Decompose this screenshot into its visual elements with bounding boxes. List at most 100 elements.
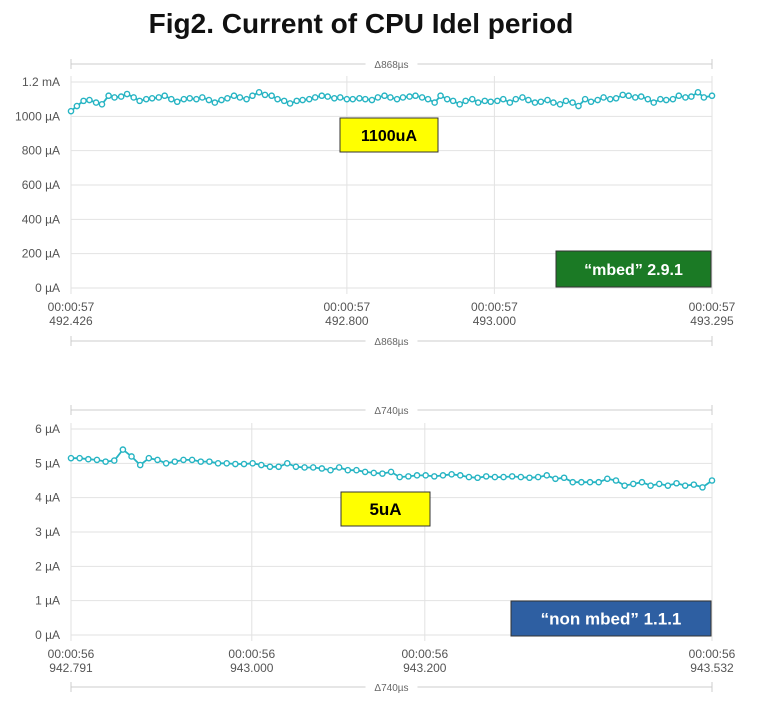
data-point-1-66 xyxy=(638,478,646,486)
data-point-0-19 xyxy=(186,95,194,102)
data-point-0-47 xyxy=(362,95,369,103)
data-point-1-40 xyxy=(413,472,421,479)
delta-label-top-0: Δ868µs xyxy=(374,60,408,71)
data-point-0-71 xyxy=(512,95,520,103)
data-point-1-11 xyxy=(162,460,170,467)
data-point-0-54 xyxy=(406,93,413,100)
data-point-0-81 xyxy=(575,102,582,110)
value-callout-text-0: 1100uA xyxy=(361,128,417,145)
data-point-0-5 xyxy=(98,101,106,108)
data-point-1-69 xyxy=(664,482,672,489)
data-point-0-62 xyxy=(456,101,464,108)
data-point-0-16 xyxy=(168,95,175,103)
data-point-1-3 xyxy=(93,456,101,464)
x-tick-value-1-0: 942.791 xyxy=(49,661,93,675)
data-point-1-74 xyxy=(708,477,716,484)
data-point-1-46 xyxy=(465,473,473,481)
data-point-0-35 xyxy=(286,100,294,107)
data-point-1-0 xyxy=(67,454,75,462)
data-point-0-42 xyxy=(331,95,338,102)
data-point-0-60 xyxy=(443,95,451,103)
data-point-0-48 xyxy=(368,96,376,104)
data-point-0-56 xyxy=(418,94,426,101)
value-callout-box-1 xyxy=(340,491,431,527)
data-point-0-89 xyxy=(625,92,632,100)
data-point-1-32 xyxy=(344,466,352,474)
data-point-0-65 xyxy=(474,99,482,106)
data-point-0-4 xyxy=(92,99,100,106)
figure-title: Fig2. Current of CPU Idel period xyxy=(148,8,574,39)
data-point-1-64 xyxy=(621,482,628,489)
data-point-1-41 xyxy=(422,472,429,479)
data-point-1-14 xyxy=(188,456,196,464)
data-point-1-52 xyxy=(517,473,525,481)
data-point-0-90 xyxy=(631,94,639,101)
data-point-1-42 xyxy=(431,473,438,480)
delta-label-bottom-1: Δ740µs xyxy=(374,683,408,694)
data-point-1-26 xyxy=(292,463,300,471)
data-point-0-74 xyxy=(531,99,539,106)
data-point-0-7 xyxy=(111,94,118,101)
data-point-0-63 xyxy=(462,97,469,105)
data-point-1-53 xyxy=(526,474,533,482)
y-tick-label-0-1: 200 µA xyxy=(22,247,60,261)
data-point-1-73 xyxy=(699,484,706,491)
data-point-0-45 xyxy=(349,95,357,103)
data-point-1-60 xyxy=(586,478,594,486)
data-point-1-37 xyxy=(387,468,395,476)
data-point-0-67 xyxy=(487,98,495,106)
data-point-0-93 xyxy=(650,99,658,106)
data-point-0-88 xyxy=(619,91,627,99)
data-point-0-68 xyxy=(494,97,501,105)
data-point-1-13 xyxy=(180,456,187,464)
data-point-0-101 xyxy=(700,94,708,101)
data-point-0-95 xyxy=(662,96,670,104)
y-tick-label-0-3: 600 µA xyxy=(22,178,60,192)
data-point-1-17 xyxy=(214,460,222,467)
y-tick-label-0-0: 0 µA xyxy=(35,281,60,295)
data-point-1-6 xyxy=(119,446,127,453)
data-point-0-58 xyxy=(431,99,438,106)
delta-label-top-1: Δ740µs xyxy=(374,406,408,417)
data-point-1-65 xyxy=(629,480,637,488)
data-point-0-98 xyxy=(682,94,689,101)
data-point-0-25 xyxy=(224,95,231,102)
data-point-0-96 xyxy=(669,95,677,103)
data-point-0-20 xyxy=(193,95,200,103)
data-point-1-19 xyxy=(232,460,239,468)
data-point-1-51 xyxy=(508,473,516,480)
data-point-0-3 xyxy=(86,96,93,104)
data-point-0-40 xyxy=(318,92,326,100)
data-point-0-15 xyxy=(161,92,168,100)
data-point-1-4 xyxy=(102,458,109,465)
data-point-1-71 xyxy=(681,482,689,489)
x-tick-time-0-3: 00:00:57 xyxy=(689,300,736,314)
y-tick-label-1-5: 5 µA xyxy=(35,456,60,470)
x-tick-value-1-2: 943.200 xyxy=(403,661,447,675)
data-point-1-20 xyxy=(240,460,248,468)
data-point-0-9 xyxy=(123,90,131,98)
data-point-0-61 xyxy=(449,97,457,105)
x-tick-value-1-3: 943.532 xyxy=(690,661,734,675)
data-point-0-18 xyxy=(180,95,188,103)
y-tick-label-1-0: 0 µA xyxy=(35,628,60,642)
data-point-0-39 xyxy=(311,94,319,101)
data-point-1-33 xyxy=(353,466,360,474)
data-point-1-43 xyxy=(439,472,447,479)
value-callout-box-0 xyxy=(339,117,439,153)
data-point-1-29 xyxy=(318,465,326,472)
data-point-0-50 xyxy=(381,92,388,100)
data-point-1-62 xyxy=(604,475,611,483)
data-point-0-8 xyxy=(117,93,125,100)
data-point-0-27 xyxy=(236,94,244,101)
data-point-1-25 xyxy=(283,460,291,467)
y-tick-label-1-2: 2 µA xyxy=(35,559,60,573)
version-tag-text-1: “non mbed” 1.1.1 xyxy=(541,610,682,629)
data-point-1-34 xyxy=(361,468,369,476)
data-point-0-22 xyxy=(205,96,213,104)
data-point-0-73 xyxy=(525,96,532,104)
data-point-1-70 xyxy=(673,479,680,487)
delta-label-bottom-0: Δ868µs xyxy=(374,337,408,348)
y-tick-label-0-6: 1.2 mA xyxy=(22,75,60,89)
